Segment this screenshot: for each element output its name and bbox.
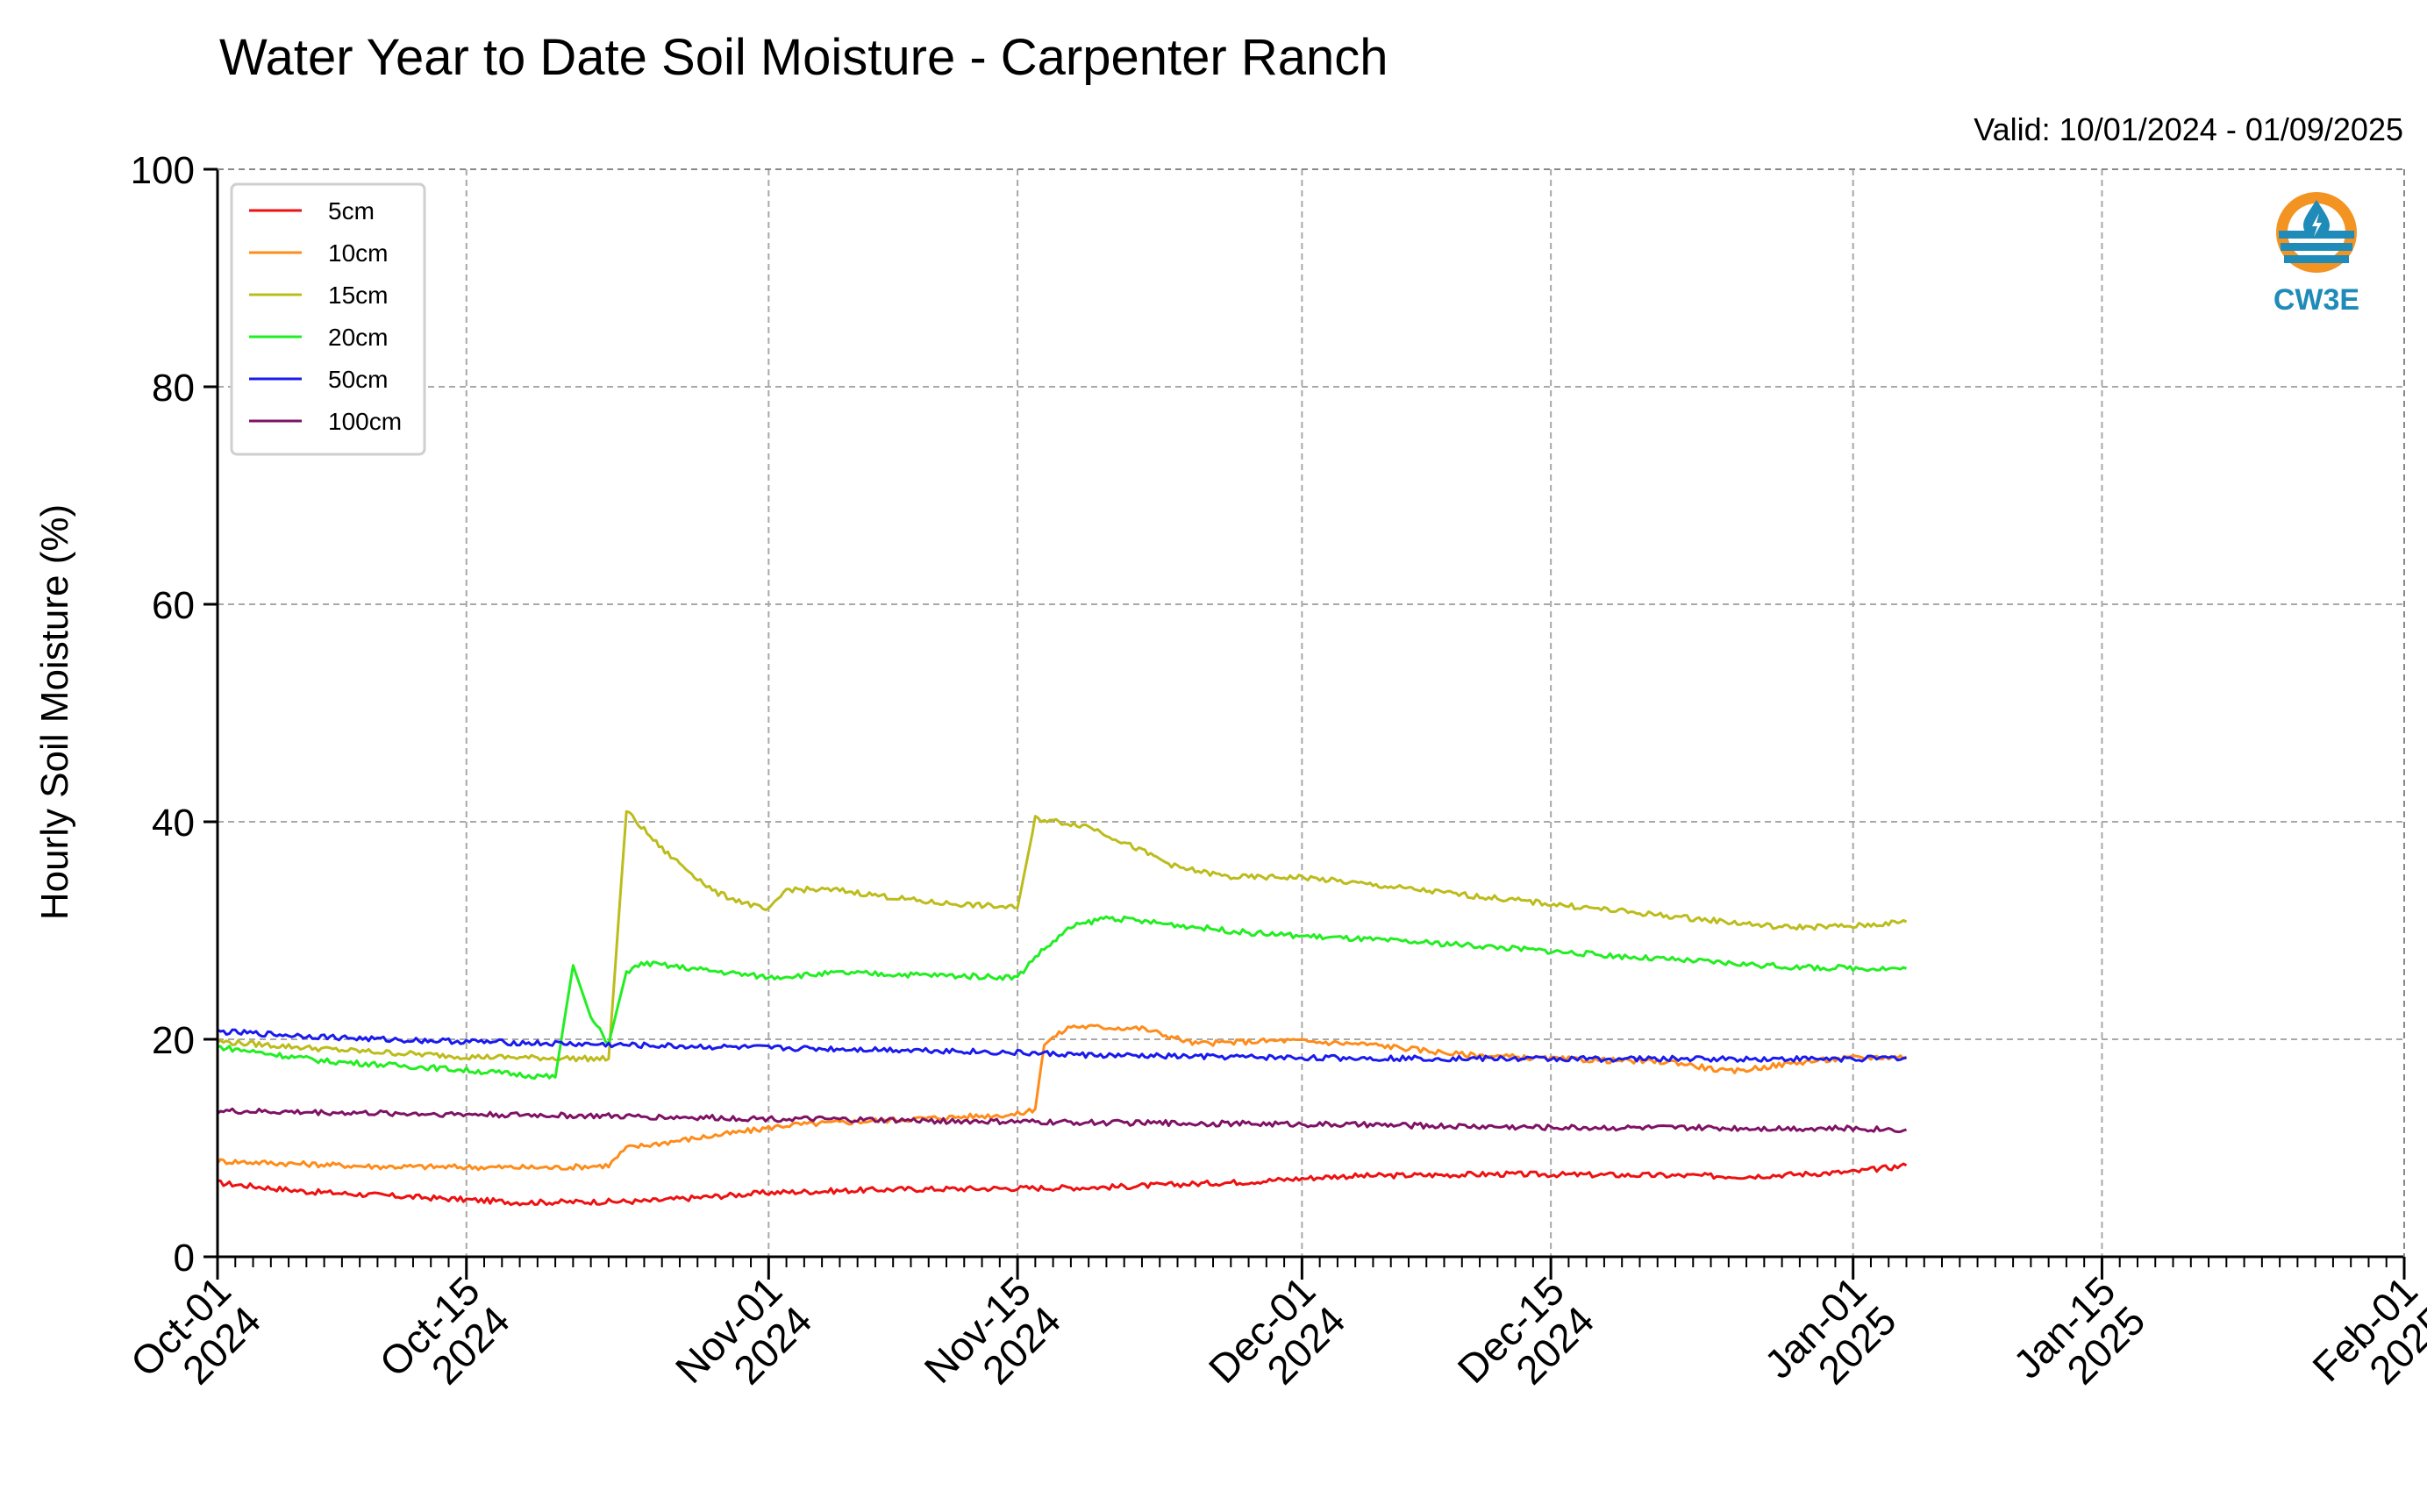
legend-label: 100cm [328,408,402,435]
cw3e-logo: CW3E [2274,192,2359,317]
legend-label: 20cm [328,324,388,351]
y-axis-label: Hourly Soil Moisture (%) [33,504,76,920]
y-tick-label: 0 [174,1237,195,1280]
logo-wave-2 [2281,243,2352,251]
y-tick-label: 80 [152,367,195,410]
legend-label: 5cm [328,197,375,225]
lightning-icon [2312,213,2322,237]
y-tick-label: 60 [152,584,195,627]
series-line-50cm [217,1028,1907,1063]
legend-label: 50cm [328,366,388,393]
series-line-5cm [217,1162,1908,1207]
series-line-10cm [216,1023,1908,1172]
series-line-15cm [217,809,1908,1063]
series-lines [216,809,1908,1207]
legend-label: 15cm [328,282,388,309]
grid [218,169,2404,1257]
legend-label: 10cm [328,239,388,267]
series-line-100cm [217,1107,1907,1133]
y-tick-label: 20 [152,1019,195,1062]
series-line-20cm [218,915,1908,1081]
chart-title: Water Year to Date Soil Moisture - Carpe… [219,29,1388,86]
logo-text: CW3E [2274,283,2359,317]
y-tick-label: 40 [152,802,195,845]
legend: 5cm 10cm 15cm 20cm 50cm 100cm [230,182,426,456]
y-tick-label: 100 [131,149,195,192]
chart-subtitle: Valid: 10/01/2024 - 01/09/2025 [1974,111,2403,147]
logo-wave-3 [2284,255,2349,263]
